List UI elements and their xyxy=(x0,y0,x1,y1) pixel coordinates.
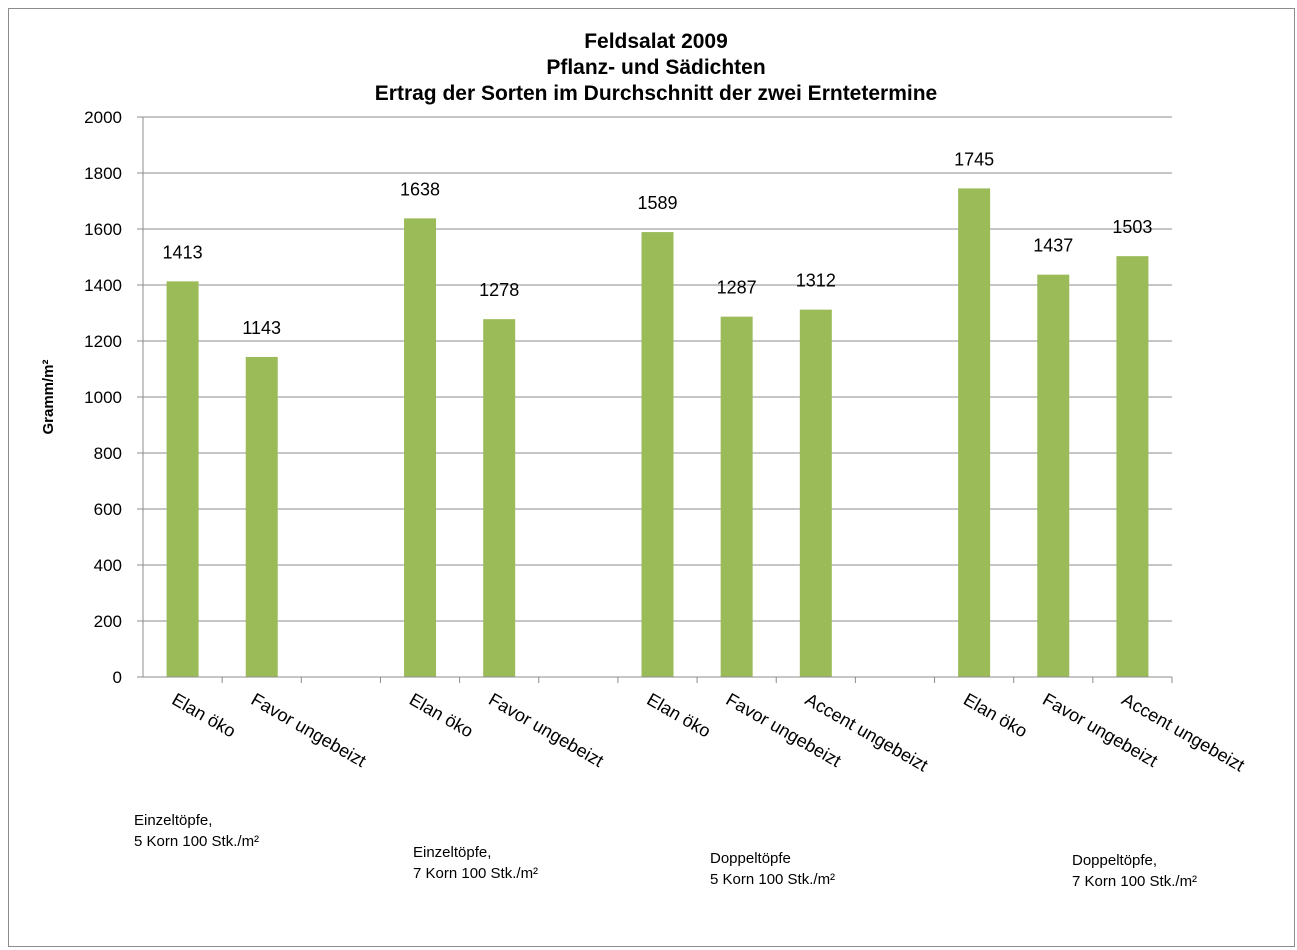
chart-title-line-3: Ertrag der Sorten im Durchschnitt der zw… xyxy=(375,82,937,105)
y-tick-label-1600: 1600 xyxy=(84,220,122,239)
group-note-2: Einzeltöpfe, 7 Korn 100 Stk./m² xyxy=(413,842,538,884)
data-label-1: 1413 xyxy=(163,242,203,262)
y-tick-label-600: 600 xyxy=(94,500,122,519)
y-tick-label-1800: 1800 xyxy=(84,164,122,183)
bar-11 xyxy=(958,188,991,677)
group-note-1: Einzeltöpfe, 5 Korn 100 Stk./m² xyxy=(134,810,259,852)
group-note-3: Doppeltöpfe 5 Korn 100 Stk./m² xyxy=(710,848,835,890)
category-label-1: Elan öko xyxy=(169,689,240,741)
data-label-8: 1287 xyxy=(717,278,757,298)
category-label-11: Elan öko xyxy=(960,689,1031,741)
group-note-2-line-1: Einzeltöpfe, xyxy=(413,844,492,861)
group-note-1-line-2: 5 Korn 100 Stk./m² xyxy=(134,833,260,850)
y-tick-label-1200: 1200 xyxy=(84,332,122,351)
group-note-4-line-2: 7 Korn 100 Stk./m² xyxy=(1072,873,1198,890)
y-tick-label-2000: 2000 xyxy=(84,108,122,127)
y-tick-label-1000: 1000 xyxy=(84,388,122,407)
bar-4 xyxy=(404,218,437,678)
group-note-4-line-1: Doppeltöpfe, xyxy=(1072,852,1158,869)
data-label-12: 1437 xyxy=(1033,236,1073,256)
data-label-2: 1143 xyxy=(242,318,281,338)
y-tick-label-800: 800 xyxy=(94,444,122,463)
bar-9 xyxy=(799,309,832,677)
category-label-7: Elan öko xyxy=(644,689,715,741)
data-label-13: 1503 xyxy=(1112,217,1152,237)
y-axis-title: Gramm/m² xyxy=(40,359,57,434)
data-label-7: 1589 xyxy=(637,193,677,213)
bar-13 xyxy=(1116,256,1149,677)
y-tick-label-200: 200 xyxy=(94,612,122,631)
bar-5 xyxy=(483,319,516,677)
bar-1 xyxy=(166,281,199,677)
group-note-4: Doppeltöpfe, 7 Korn 100 Stk./m² xyxy=(1072,850,1197,892)
bar-8 xyxy=(720,316,753,677)
bar-2 xyxy=(245,356,278,677)
y-tick-label-0: 0 xyxy=(113,668,122,687)
bar-12 xyxy=(1037,274,1070,677)
data-label-11: 1745 xyxy=(954,149,994,169)
category-label-4: Elan öko xyxy=(406,689,477,741)
data-label-5: 1278 xyxy=(479,280,519,300)
data-label-4: 1638 xyxy=(400,179,440,199)
category-label-2: Favor ungebeizt xyxy=(248,689,370,771)
y-tick-label-1400: 1400 xyxy=(84,276,122,295)
y-tick-label-400: 400 xyxy=(94,556,122,575)
group-note-3-line-2: 5 Korn 100 Stk./m² xyxy=(710,871,836,888)
group-note-3-line-1: Doppeltöpfe xyxy=(710,850,791,867)
category-label-5: Favor ungebeizt xyxy=(485,689,607,771)
group-note-2-line-2: 7 Korn 100 Stk./m² xyxy=(413,865,539,882)
data-label-9: 1312 xyxy=(796,271,836,291)
chart-title-line-1: Feldsalat 2009 xyxy=(584,30,728,53)
chart-title-line-2: Pflanz- und Sädichten xyxy=(546,56,765,79)
bar-7 xyxy=(641,232,674,677)
group-note-1-line-1: Einzeltöpfe, xyxy=(134,812,213,829)
